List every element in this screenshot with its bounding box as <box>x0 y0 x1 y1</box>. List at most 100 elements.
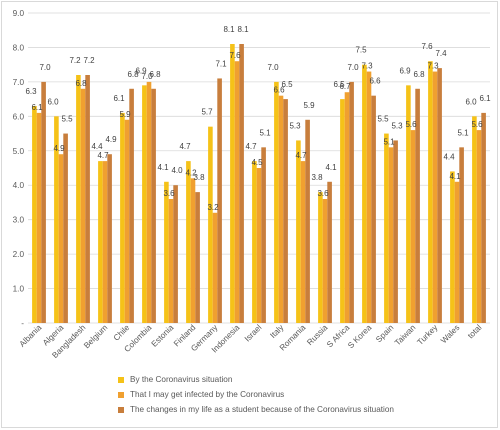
y-tick-label: 4.0 <box>13 181 25 190</box>
bar <box>384 133 389 323</box>
bar <box>41 81 46 323</box>
x-tick-label: Estonia <box>150 323 176 349</box>
bar <box>212 212 218 323</box>
data-label: 5.3 <box>289 121 301 130</box>
bar <box>437 68 442 323</box>
bar <box>318 192 323 323</box>
data-label: 5.7 <box>201 108 213 117</box>
y-tick-label: 2.0 <box>13 250 25 259</box>
bar <box>459 147 464 323</box>
data-label: 5.5 <box>61 115 73 124</box>
data-label: 4.7 <box>245 142 257 151</box>
bar <box>432 71 438 323</box>
x-tick-label: Turkey <box>416 322 440 346</box>
bar <box>366 71 372 323</box>
data-label: 6.3 <box>25 87 37 96</box>
data-label: 4.1 <box>325 163 337 172</box>
data-label: 8.1 <box>237 25 249 34</box>
data-label: 5.6 <box>471 120 483 129</box>
legend-label: The changes in my life as a student beca… <box>130 405 394 414</box>
bar <box>168 199 174 323</box>
bar <box>415 88 420 324</box>
bar <box>102 161 108 323</box>
bar <box>322 199 328 323</box>
bar <box>450 171 455 323</box>
data-label: 7.0 <box>39 63 51 72</box>
bar <box>283 99 288 323</box>
x-tick-label: total <box>466 323 483 340</box>
data-label: 7.4 <box>435 49 447 58</box>
bar <box>305 119 310 324</box>
x-tick-label: Belgium <box>82 323 109 350</box>
bar <box>164 181 169 323</box>
legend-swatch <box>118 391 124 398</box>
data-label: 7.1 <box>215 59 227 68</box>
legend-item: That I may get infected by the Coronavir… <box>118 387 394 402</box>
x-tick-label: Italy <box>268 322 286 340</box>
y-tick-label: 5.0 <box>13 147 25 156</box>
legend-item: By the Coronavirus situation <box>118 372 394 387</box>
data-label: 5.9 <box>119 110 131 119</box>
bar <box>454 181 460 323</box>
x-tick-label: Wales <box>439 323 461 345</box>
x-tick-label: Israel <box>243 323 264 344</box>
bar <box>406 85 411 323</box>
data-label: 7.0 <box>267 63 279 72</box>
data-label: 6.1 <box>479 94 491 103</box>
x-tick-label: Chile <box>112 323 132 343</box>
bar <box>230 44 235 323</box>
legend-swatch <box>118 376 124 383</box>
data-label: 5.1 <box>457 128 469 137</box>
legend-item: The changes in my life as a student beca… <box>118 402 394 417</box>
bar <box>208 126 213 324</box>
bar <box>362 64 367 324</box>
data-label: 6.8 <box>127 70 139 79</box>
y-tick-label: 8.0 <box>13 43 25 52</box>
bar <box>340 99 345 323</box>
bar <box>195 192 200 323</box>
y-tick-label: 9.0 <box>13 9 25 18</box>
data-label: 6.0 <box>47 97 59 106</box>
data-label: 3.2 <box>207 203 219 212</box>
bar <box>239 44 244 323</box>
bar <box>76 75 81 323</box>
bar <box>476 130 482 323</box>
bar <box>54 116 59 323</box>
bar <box>274 81 279 323</box>
data-label: 6.1 <box>31 103 43 112</box>
data-label: 4.0 <box>171 166 183 175</box>
bar <box>124 119 130 324</box>
legend-swatch <box>118 406 124 413</box>
legend-label: By the Coronavirus situation <box>130 375 233 384</box>
data-label: 3.8 <box>311 173 323 182</box>
bar <box>252 161 257 323</box>
x-tick-label: S Korea <box>346 323 374 351</box>
bar <box>63 133 68 323</box>
bar <box>371 95 376 324</box>
bar <box>129 88 134 324</box>
data-label: 3.6 <box>163 189 175 198</box>
y-tick-label: 7.0 <box>13 78 25 87</box>
data-label: 7.5 <box>355 46 367 55</box>
data-label: 6.8 <box>149 70 161 79</box>
data-label: 5.5 <box>377 115 389 124</box>
data-label: 6.5 <box>281 80 293 89</box>
bar <box>217 78 222 323</box>
bar <box>85 75 90 323</box>
data-label: 7.0 <box>347 63 359 72</box>
bar <box>36 112 42 323</box>
x-tick-label: Taiwan <box>393 323 418 348</box>
data-label: 4.9 <box>53 144 65 153</box>
data-label: 4.5 <box>251 158 263 167</box>
bar <box>186 161 191 323</box>
bar <box>278 95 284 324</box>
bar <box>472 116 477 323</box>
bar <box>296 140 301 323</box>
data-label: 6.9 <box>399 66 411 75</box>
data-label: 3.8 <box>193 173 205 182</box>
data-label: 6.0 <box>465 97 477 106</box>
data-label: 7.3 <box>427 62 439 71</box>
bar <box>80 88 86 324</box>
data-label: 5.1 <box>259 128 271 137</box>
data-label: 4.4 <box>443 152 455 161</box>
